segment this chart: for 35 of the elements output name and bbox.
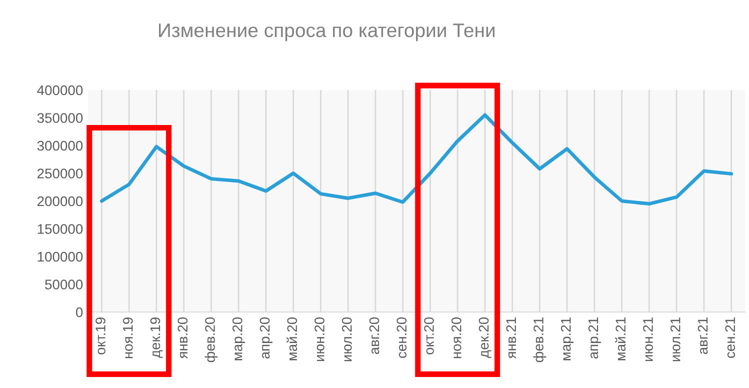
x-tick-label: окт.20 [424,317,434,354]
chart-title: Изменение спроса по категории Тени [159,24,494,42]
x-tick-label: окт.19 [96,318,106,354]
x-tick-label: июл.20 [342,317,352,362]
x-tick-label: июн.20 [314,317,324,362]
y-tick-label: 0 [76,307,83,318]
line-series [100,113,734,206]
y-tick-label: 150000 [38,224,83,234]
y-tick-label: 350000 [37,113,83,123]
x-tick-label: дек.19 [150,318,163,358]
x-tick-label: сен.21 [725,318,736,358]
y-tick-label: 300000 [37,140,83,151]
y-tick-label: 400000 [37,85,83,96]
x-tick-label: мар.20 [232,317,246,360]
x-tick-label: фев.20 [204,317,218,362]
x-tick-label: янв.21 [506,318,516,359]
x-tick-label: авг.20 [369,317,380,354]
x-tick-label: апр.21 [588,318,601,359]
y-tick-label: 250000 [37,168,83,178]
x-tick-label: янв.20 [178,317,188,359]
x-tick-label: июл.21 [670,318,680,362]
x-tick-label: июн.21 [643,318,653,362]
x-tick-label: ноя.19 [122,318,133,358]
x-tick-label: мар.21 [560,318,574,360]
x-tick-label: авг.21 [698,318,708,354]
x-tick-label: май.20 [286,317,298,360]
y-tick-label: 50000 [45,280,83,290]
x-tick-label: ноя.20 [451,317,462,358]
x-tick-label: дек.20 [478,317,492,358]
y-tick-label: 200000 [37,196,83,206]
y-tick-label: 100000 [38,252,83,262]
x-tick-label: май.21 [615,318,626,360]
x-tick-label: фев.21 [533,318,546,362]
x-tick-label: сен.20 [396,317,407,358]
x-tick-label: апр.20 [260,317,272,359]
